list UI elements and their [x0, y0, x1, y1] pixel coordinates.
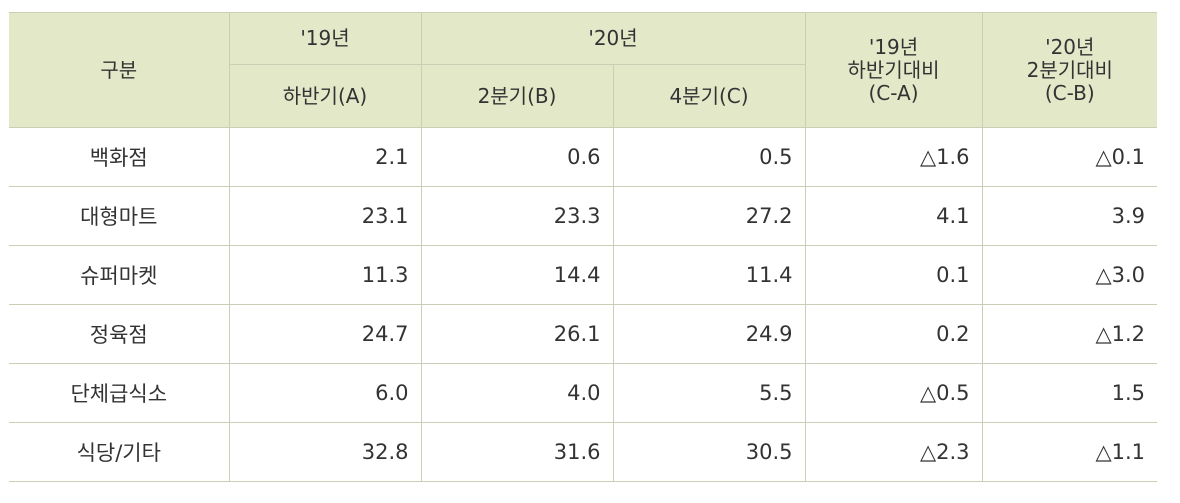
diff-vs-2019-h2: 0.1	[804, 245, 983, 305]
value-2019-h2: 32.8	[228, 422, 422, 482]
header-diff-2020: '20년 2분기대비 (C-B)	[981, 12, 1158, 128]
diff-vs-2020-q2: △3.0	[981, 245, 1158, 305]
row-category: 정육점	[9, 304, 230, 364]
value-2020-q2: 14.4	[420, 245, 614, 305]
value-2020-q2: 0.6	[420, 127, 614, 187]
row-category: 백화점	[9, 127, 230, 187]
diff-vs-2020-q2: △1.1	[981, 422, 1158, 482]
value-2020-q4: 0.5	[612, 127, 806, 187]
diff-vs-2020-q2: △1.2	[981, 304, 1158, 364]
diff-vs-2020-q2: 1.5	[981, 363, 1158, 423]
header-2019: '19년	[228, 12, 422, 65]
header-2020: '20년	[420, 12, 806, 65]
header-q2-2020: 2분기(B)	[420, 64, 614, 128]
value-2019-h2: 23.1	[228, 186, 422, 246]
value-2020-q4: 24.9	[612, 304, 806, 364]
diff-vs-2020-q2: △0.1	[981, 127, 1158, 187]
table-row: 식당/기타 32.8 31.6 30.5 △2.3 △1.1	[9, 422, 1158, 482]
table-row: 백화점 2.1 0.6 0.5 △1.6 △0.1	[9, 127, 1158, 187]
value-2020-q4: 30.5	[612, 422, 806, 482]
header-category: 구분	[9, 12, 230, 128]
diff-vs-2019-h2: △0.5	[804, 363, 983, 423]
header-diff-2019: '19년 하반기대비 (C-A)	[804, 12, 983, 128]
value-2020-q2: 26.1	[420, 304, 614, 364]
header-h2-2019: 하반기(A)	[229, 64, 422, 128]
table-row: 정육점 24.7 26.1 24.9 0.2 △1.2	[9, 304, 1158, 364]
value-2020-q4: 5.5	[612, 363, 806, 423]
table-row: 슈퍼마켓 11.3 14.4 11.4 0.1 △3.0	[9, 245, 1158, 305]
value-2020-q2: 23.3	[420, 186, 614, 246]
diff-vs-2019-h2: △1.6	[804, 127, 983, 187]
value-2019-h2: 24.7	[228, 304, 422, 364]
header-q4-2020: 4분기(C)	[612, 64, 806, 128]
diff-vs-2020-q2: 3.9	[981, 186, 1158, 246]
row-category: 단체급식소	[9, 363, 230, 423]
row-category: 슈퍼마켓	[9, 245, 230, 305]
table-row: 단체급식소 6.0 4.0 5.5 △0.5 1.5	[9, 363, 1158, 423]
table-row: 대형마트 23.1 23.3 27.2 4.1 3.9	[9, 186, 1158, 246]
table-body: 백화점 2.1 0.6 0.5 △1.6 △0.1 대형마트 23.1 23.3 27.2 4.1 3…	[9, 127, 1158, 482]
value-2019-h2: 2.1	[228, 127, 422, 187]
value-2019-h2: 6.0	[228, 363, 422, 423]
value-2020-q4: 11.4	[612, 245, 806, 305]
row-category: 대형마트	[9, 186, 230, 246]
value-2020-q2: 4.0	[420, 363, 614, 423]
diff-vs-2019-h2: 4.1	[804, 186, 983, 246]
value-2020-q4: 27.2	[612, 186, 806, 246]
diff-vs-2019-h2: △2.3	[804, 422, 983, 482]
row-category: 식당/기타	[9, 422, 230, 482]
data-table: 구분 '19년 '20년 '19년 하반기대비 (C-A) '20년 2분기대비…	[9, 12, 1158, 482]
value-2019-h2: 11.3	[228, 245, 422, 305]
value-2020-q2: 31.6	[420, 422, 614, 482]
diff-vs-2019-h2: 0.2	[804, 304, 983, 364]
